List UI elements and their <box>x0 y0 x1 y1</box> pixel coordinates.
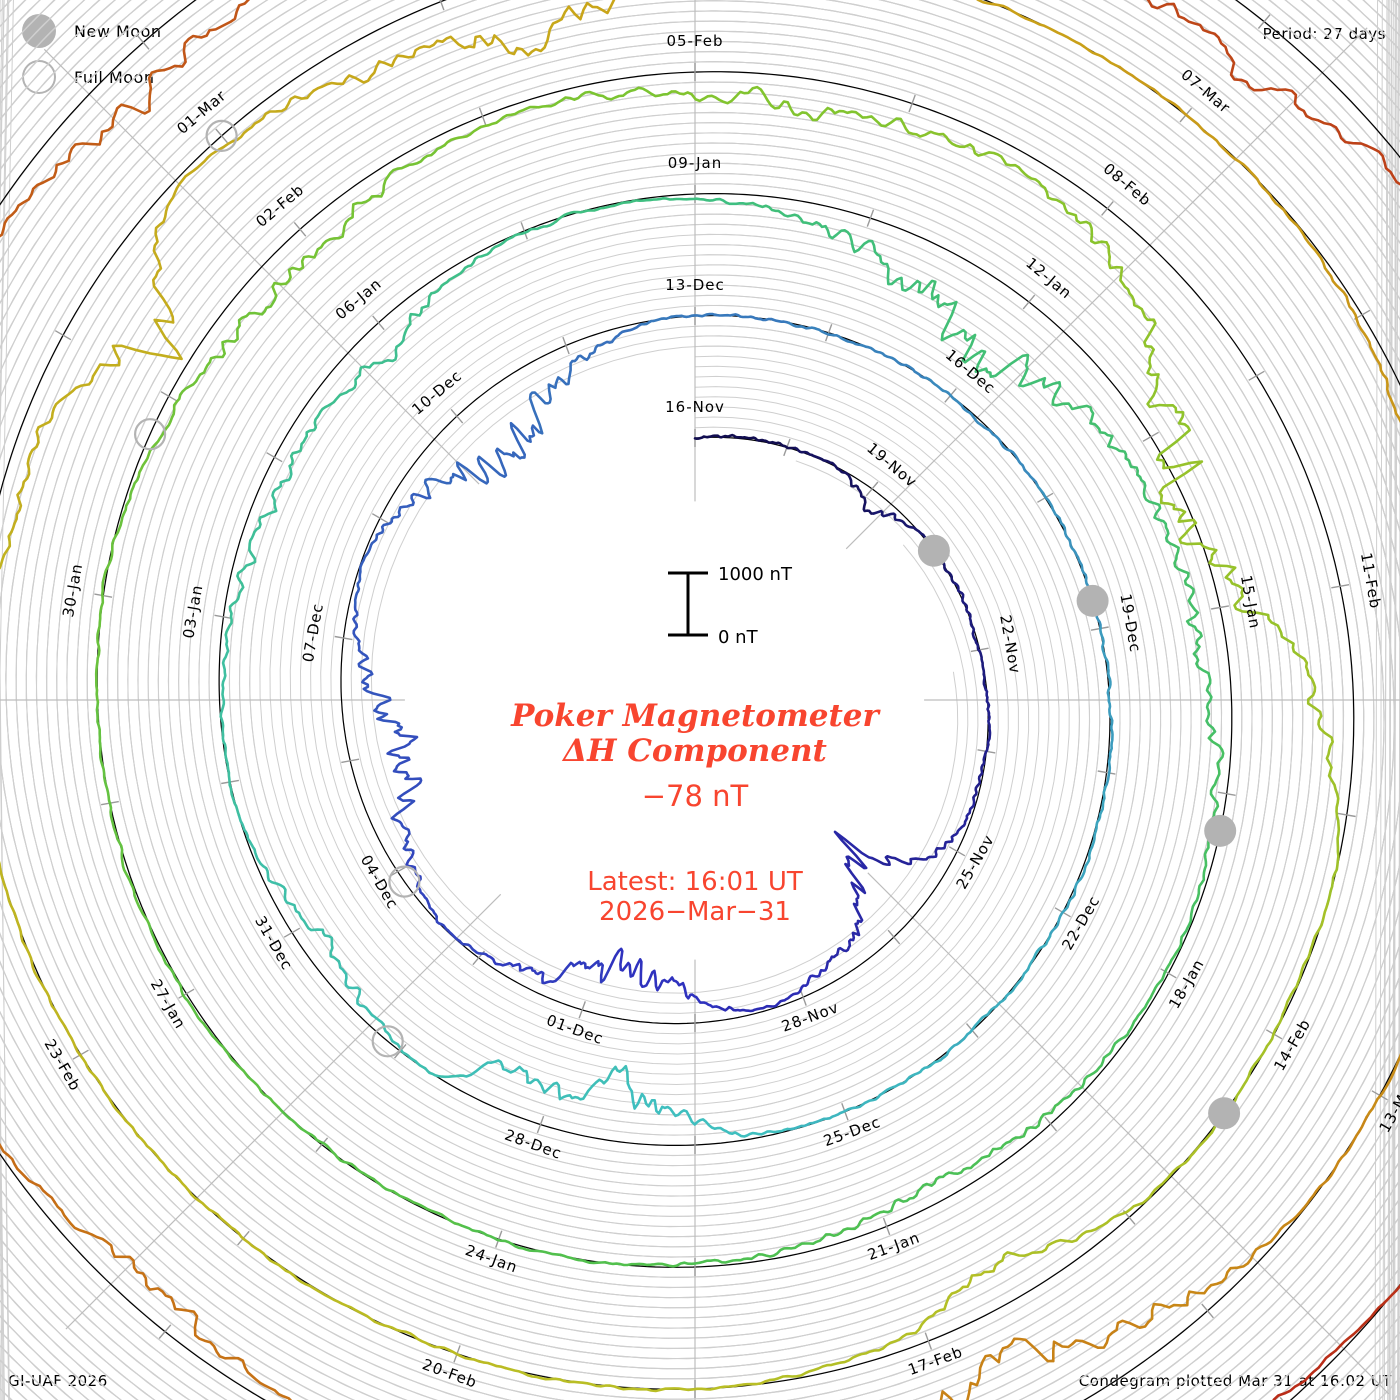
legend-label-full-moon: Full Moon <box>74 67 155 87</box>
center-title-line1: Poker Magnetometer <box>510 698 881 734</box>
center-annotation: Poker Magnetometer ΔH Component −78 nT L… <box>510 698 881 927</box>
date-label: 28-Nov <box>779 998 841 1035</box>
date-label: 22-Nov <box>996 613 1024 675</box>
new-moon-marker <box>1204 814 1237 847</box>
new-moon-marker <box>917 534 950 567</box>
legend-item-new-moon: New Moon <box>22 8 162 54</box>
date-label: 16-Nov <box>665 398 725 416</box>
period-label: Period: 27 days <box>1262 25 1386 43</box>
credit-label: GI-UAF 2026 <box>8 1372 108 1390</box>
date-label: 11-Feb <box>1357 551 1385 610</box>
date-label: 07-Mar <box>1177 66 1234 118</box>
date-label: 06-Jan <box>332 275 385 324</box>
date-label: 08-Feb <box>1100 160 1155 210</box>
date-label: 22-Dec <box>1058 893 1103 954</box>
new-moon-marker <box>1208 1097 1241 1130</box>
full-moon-marker <box>134 418 167 451</box>
date-label: 10-Dec <box>408 366 465 418</box>
date-label: 07-Dec <box>299 602 327 664</box>
date-label: 27-Jan <box>147 976 190 1032</box>
full-moon-marker <box>371 1025 404 1058</box>
date-label: 03-Jan <box>179 583 206 640</box>
date-label: 24-Jan <box>463 1241 520 1277</box>
date-label: 15-Jan <box>1237 574 1264 631</box>
date-label: 19-Dec <box>1116 592 1144 654</box>
center-latest-time: Latest: 16:01 UT <box>587 867 803 897</box>
center-latest-date: 2026−Mar−31 <box>599 897 791 927</box>
scale-bottom-label: 0 nT <box>718 627 759 648</box>
date-label: 09-Jan <box>668 154 722 172</box>
date-label: 19-Nov <box>863 439 920 491</box>
center-current-value: −78 nT <box>642 779 749 813</box>
full-moon-marker <box>388 865 421 898</box>
new-moon-marker <box>1076 584 1109 617</box>
date-label: 01-Mar <box>173 86 230 138</box>
moon-phase-legend: New Moon Full Moon <box>22 8 162 100</box>
scale-bar: 1000 nT 0 nT <box>668 564 793 648</box>
date-label: 30-Jan <box>59 562 86 619</box>
moon-markers <box>134 119 1241 1130</box>
full-moon-marker <box>205 119 238 152</box>
legend-label-new-moon: New Moon <box>74 21 162 41</box>
date-label: 05-Feb <box>666 32 723 50</box>
date-label: 02-Feb <box>252 180 307 230</box>
center-title-line2: ΔH Component <box>561 733 827 769</box>
new-moon-icon <box>22 14 56 48</box>
date-label: 13-Dec <box>665 276 725 294</box>
date-label: 25-Nov <box>953 831 998 892</box>
scale-top-label: 1000 nT <box>718 564 793 585</box>
